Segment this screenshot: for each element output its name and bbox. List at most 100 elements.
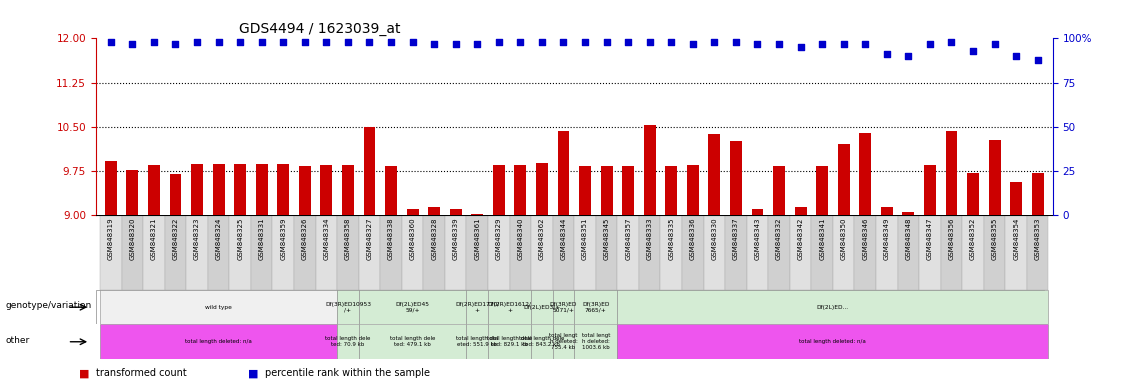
Text: GSM848341: GSM848341 bbox=[819, 217, 825, 260]
Point bbox=[275, 39, 293, 45]
Bar bbox=[191, 164, 203, 215]
Bar bbox=[531, 215, 553, 290]
Bar bbox=[186, 215, 208, 290]
Bar bbox=[100, 324, 337, 359]
Text: ■: ■ bbox=[248, 368, 258, 378]
Bar bbox=[342, 165, 354, 215]
Bar bbox=[359, 215, 381, 290]
Point bbox=[921, 41, 939, 47]
Bar bbox=[488, 215, 510, 290]
Bar bbox=[682, 215, 704, 290]
Text: GSM848321: GSM848321 bbox=[151, 217, 157, 260]
Text: GSM848330: GSM848330 bbox=[712, 217, 717, 260]
Bar bbox=[1010, 182, 1022, 215]
Text: GSM848352: GSM848352 bbox=[971, 217, 976, 260]
Text: GSM848339: GSM848339 bbox=[453, 217, 458, 260]
Bar bbox=[493, 165, 504, 215]
Bar bbox=[1006, 215, 1027, 290]
Point bbox=[878, 51, 896, 57]
Text: GSM848320: GSM848320 bbox=[129, 217, 135, 260]
Text: total lengt
h deleted:
755.4 kb: total lengt h deleted: 755.4 kb bbox=[549, 333, 578, 350]
Point bbox=[577, 39, 595, 45]
Point bbox=[101, 39, 119, 45]
Point bbox=[813, 41, 831, 47]
Bar bbox=[644, 125, 655, 215]
Bar bbox=[321, 165, 332, 215]
Bar bbox=[989, 140, 1001, 215]
Bar bbox=[897, 215, 919, 290]
Point bbox=[468, 41, 486, 47]
Point bbox=[942, 39, 960, 45]
Text: other: other bbox=[6, 336, 30, 344]
Text: GSM848345: GSM848345 bbox=[604, 217, 609, 260]
Text: GSM848322: GSM848322 bbox=[172, 217, 178, 260]
Point bbox=[447, 41, 465, 47]
Text: GSM848356: GSM848356 bbox=[948, 217, 955, 260]
Bar bbox=[600, 166, 613, 215]
Bar bbox=[510, 215, 531, 290]
Bar bbox=[661, 215, 682, 290]
Point bbox=[490, 39, 508, 45]
Text: GSM848357: GSM848357 bbox=[625, 217, 632, 260]
Text: GSM848327: GSM848327 bbox=[366, 217, 373, 260]
Bar bbox=[751, 209, 763, 215]
Point bbox=[403, 39, 421, 45]
Text: Df(2L)ED3/+: Df(2L)ED3/+ bbox=[524, 305, 561, 310]
Text: GSM848361: GSM848361 bbox=[474, 217, 481, 260]
Text: GSM848353: GSM848353 bbox=[1035, 217, 1040, 260]
Bar bbox=[1031, 173, 1044, 215]
Bar bbox=[164, 215, 186, 290]
Bar bbox=[553, 290, 574, 324]
Bar bbox=[488, 290, 531, 324]
Point bbox=[533, 39, 551, 45]
Point bbox=[339, 39, 357, 45]
Bar bbox=[148, 165, 160, 215]
Text: total length dele
ted: 843.2 kb: total length dele ted: 843.2 kb bbox=[519, 336, 564, 347]
Bar bbox=[449, 209, 462, 215]
Text: GSM848358: GSM848358 bbox=[345, 217, 351, 260]
Text: GSM848362: GSM848362 bbox=[539, 217, 545, 260]
Text: GSM848347: GSM848347 bbox=[927, 217, 933, 260]
Point bbox=[1029, 56, 1047, 63]
Bar bbox=[747, 215, 768, 290]
Bar bbox=[623, 166, 634, 215]
Point bbox=[554, 39, 572, 45]
Bar bbox=[665, 166, 677, 215]
Point bbox=[124, 41, 142, 47]
Bar bbox=[768, 215, 789, 290]
Bar bbox=[100, 215, 122, 290]
Bar bbox=[381, 215, 402, 290]
Text: GSM848350: GSM848350 bbox=[841, 217, 847, 260]
Text: GSM848337: GSM848337 bbox=[733, 217, 739, 260]
Point bbox=[705, 39, 723, 45]
Text: GSM848343: GSM848343 bbox=[754, 217, 760, 260]
Point bbox=[252, 39, 270, 45]
Point bbox=[188, 39, 206, 45]
Point bbox=[426, 41, 444, 47]
Point bbox=[683, 41, 701, 47]
Bar bbox=[789, 215, 812, 290]
Bar bbox=[774, 166, 785, 215]
Bar bbox=[574, 290, 617, 324]
Bar bbox=[359, 324, 466, 359]
Text: ■: ■ bbox=[79, 368, 89, 378]
Bar bbox=[445, 215, 466, 290]
Text: percentile rank within the sample: percentile rank within the sample bbox=[265, 368, 430, 378]
Text: Df(3R)ED10953
/+: Df(3R)ED10953 /+ bbox=[325, 302, 370, 313]
Bar bbox=[855, 215, 876, 290]
Text: GSM848344: GSM848344 bbox=[561, 217, 566, 260]
Bar bbox=[730, 141, 742, 215]
Text: GSM848340: GSM848340 bbox=[517, 217, 524, 260]
Text: Df(2L)ED...: Df(2L)ED... bbox=[816, 305, 849, 310]
Bar bbox=[298, 166, 311, 215]
Text: GSM848329: GSM848329 bbox=[495, 217, 502, 260]
Text: GSM848319: GSM848319 bbox=[108, 217, 114, 260]
Text: Df(2R)ED1612/
+: Df(2R)ED1612/ + bbox=[488, 302, 531, 313]
Point bbox=[296, 39, 314, 45]
Text: Df(2R)ED1770/
+: Df(2R)ED1770/ + bbox=[455, 302, 500, 313]
Bar bbox=[122, 215, 143, 290]
Bar bbox=[725, 215, 747, 290]
Point bbox=[641, 39, 659, 45]
Bar bbox=[557, 131, 570, 215]
Point bbox=[770, 41, 788, 47]
